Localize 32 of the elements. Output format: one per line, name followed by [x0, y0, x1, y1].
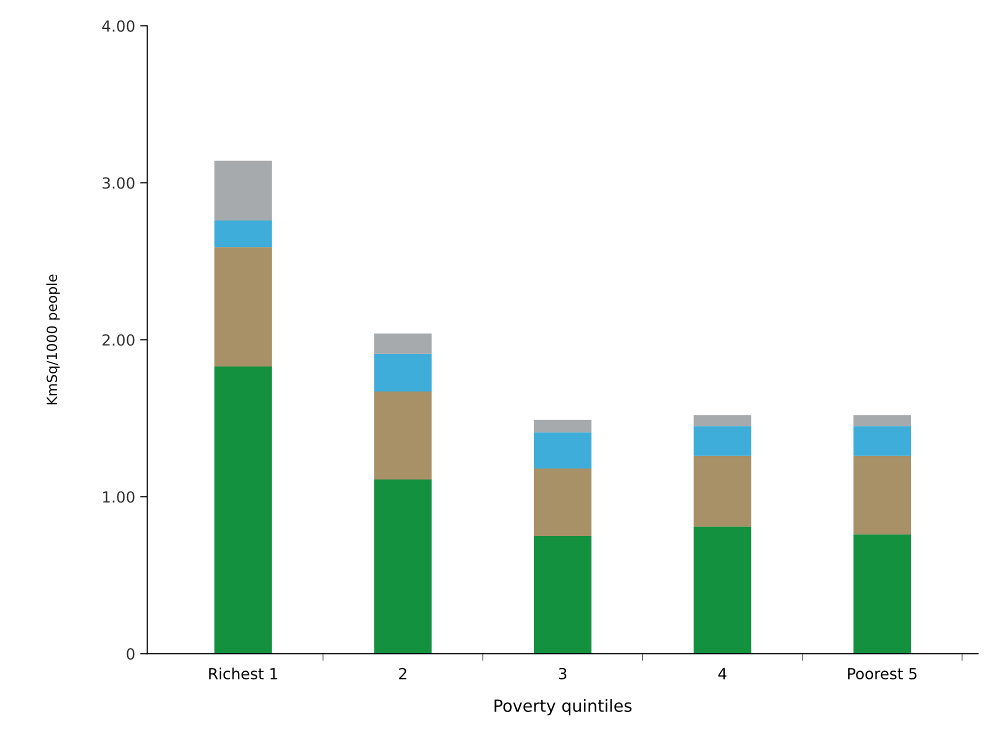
bar	[853, 534, 911, 654]
y-tick-label: 0	[126, 648, 134, 660]
bar	[694, 415, 752, 426]
x-tick-label: Poorest 5	[848, 668, 916, 680]
y-tick-label: 1.00	[103, 491, 134, 503]
bar	[534, 468, 592, 536]
x-tick-label: 2	[399, 668, 406, 680]
bar	[374, 392, 432, 480]
bar	[534, 536, 592, 654]
bar	[853, 456, 911, 534]
bar	[853, 426, 911, 456]
bar	[534, 432, 592, 468]
bar	[214, 247, 272, 366]
y-tick-label: 2.00	[102, 334, 134, 346]
y-tick-label: 3.00	[102, 177, 134, 189]
bar	[214, 220, 272, 248]
bar	[214, 160, 272, 220]
bar	[374, 479, 432, 654]
bar	[694, 426, 752, 456]
y-axis-title: KmSq/1000 people	[46, 274, 60, 404]
bar	[374, 354, 432, 392]
bar	[694, 456, 752, 527]
bar	[214, 366, 272, 654]
x-tick-label: 3	[558, 668, 566, 680]
x-axis-title: Poverty quintiles	[494, 699, 632, 716]
bar	[853, 415, 911, 426]
bar	[534, 420, 592, 432]
bar	[694, 526, 752, 654]
bar	[374, 333, 432, 354]
y-tick-label: 4.00	[102, 20, 134, 32]
x-tick-label: 4	[718, 668, 726, 680]
x-tick-label: Richest 1	[209, 668, 278, 680]
